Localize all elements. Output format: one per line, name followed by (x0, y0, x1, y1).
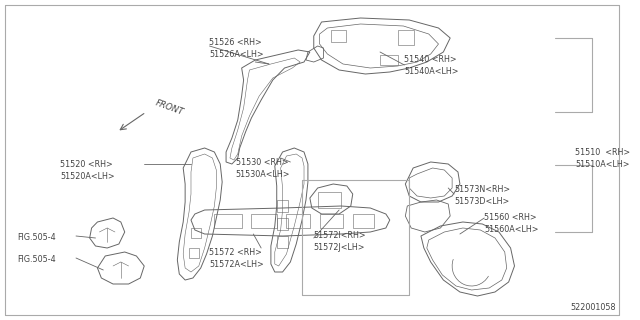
Text: 51510  <RH>
51510A<LH>: 51510 <RH> 51510A<LH> (575, 148, 630, 169)
Text: 51540 <RH>
51540A<LH>: 51540 <RH> 51540A<LH> (404, 55, 459, 76)
Text: 51573N<RH>
51573D<LH>: 51573N<RH> 51573D<LH> (454, 185, 510, 206)
Text: 51526 <RH>
51526A<LH>: 51526 <RH> 51526A<LH> (209, 38, 264, 59)
Text: FIG.505-4: FIG.505-4 (17, 233, 56, 242)
Text: 51530 <RH>
51530A<LH>: 51530 <RH> 51530A<LH> (236, 158, 291, 179)
Text: 51560 <RH>
51560A<LH>: 51560 <RH> 51560A<LH> (484, 213, 539, 234)
Text: 51572I<RH>
51572J<LH>: 51572I<RH> 51572J<LH> (314, 231, 366, 252)
Text: FIG.505-4: FIG.505-4 (17, 255, 56, 264)
Text: 51572 <RH>
51572A<LH>: 51572 <RH> 51572A<LH> (209, 248, 264, 269)
Text: FRONT: FRONT (154, 99, 185, 117)
Text: 522001058: 522001058 (570, 303, 616, 312)
Text: 51520 <RH>
51520A<LH>: 51520 <RH> 51520A<LH> (60, 160, 115, 181)
